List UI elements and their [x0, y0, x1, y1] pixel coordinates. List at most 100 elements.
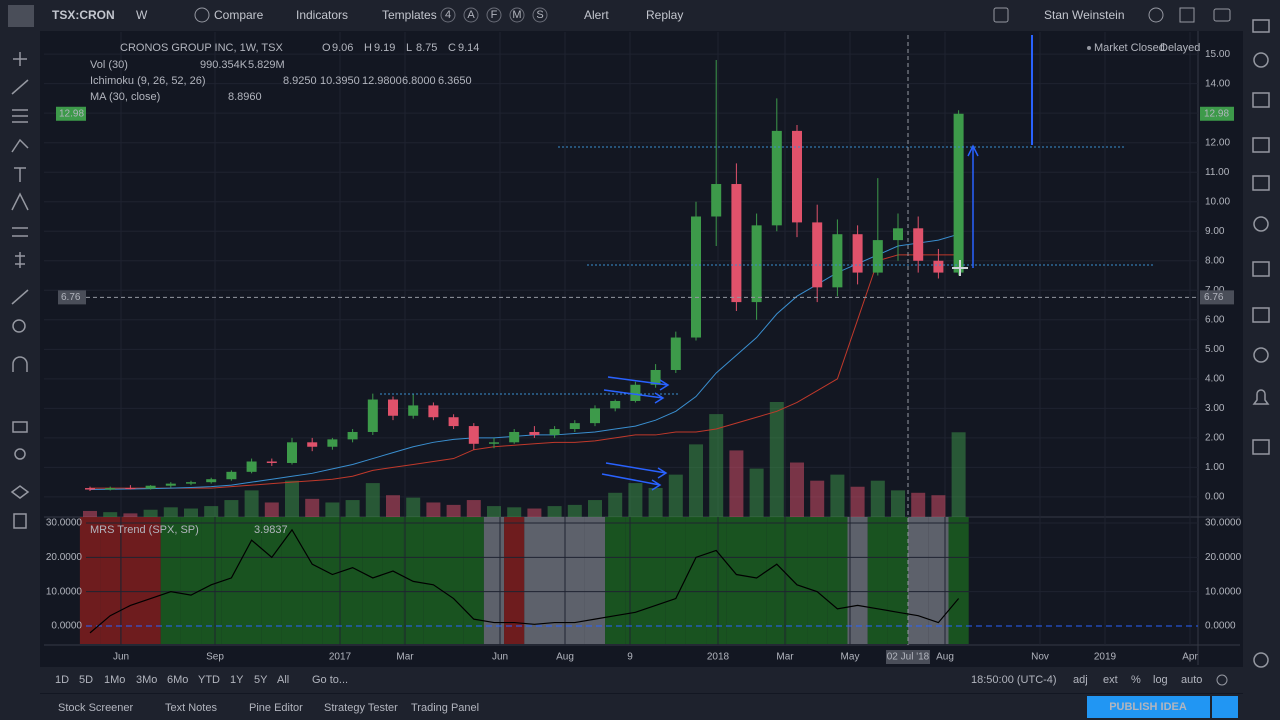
scale-option[interactable]: auto: [1181, 674, 1202, 686]
toolbar-item[interactable]: Compare: [214, 8, 264, 22]
mrs-zone: [645, 517, 666, 644]
tool-icon[interactable]: [12, 319, 26, 333]
toolbar-item[interactable]: Alert: [584, 8, 609, 22]
indicator-name: MRS Trend (SPX, SP): [90, 524, 199, 536]
publish-label[interactable]: PUBLISH IDEA: [1109, 701, 1187, 713]
badge[interactable]: [486, 7, 502, 23]
interval[interactable]: W: [136, 8, 148, 22]
badge[interactable]: [532, 7, 548, 23]
tab[interactable]: Strategy Tester: [324, 702, 398, 714]
tool-icon[interactable]: [13, 52, 27, 66]
y-tick-label: 11.00: [1205, 167, 1230, 178]
panel-icon[interactable]: [1252, 19, 1270, 33]
tool-icon[interactable]: [10, 485, 30, 499]
mrs-zone: [302, 517, 323, 644]
tool-icon[interactable]: [12, 109, 28, 123]
publish-button[interactable]: [1087, 696, 1210, 718]
panel-icon[interactable]: [1252, 307, 1270, 323]
mrs-zone: [867, 517, 888, 644]
panel-icon[interactable]: [1253, 652, 1269, 668]
range-button[interactable]: 5D: [79, 674, 93, 686]
panel-icon[interactable]: [1252, 261, 1270, 277]
tool-icon[interactable]: [12, 227, 28, 237]
panel-icon[interactable]: [1252, 439, 1270, 455]
candle-body: [489, 442, 499, 444]
tool-icon[interactable]: [11, 289, 29, 305]
y-tick-label: 15.00: [1205, 49, 1230, 60]
mrs-zone: [928, 517, 949, 644]
last-price-tag: [56, 106, 86, 121]
feed-status: Delayed: [1160, 42, 1200, 54]
candle-body: [105, 488, 116, 490]
y-tick-label: 10.00: [1205, 196, 1230, 207]
range-button[interactable]: 6Mo: [167, 674, 188, 686]
tool-icon[interactable]: [12, 356, 28, 372]
toolbar-item[interactable]: Indicators: [296, 8, 348, 22]
ohlc-value: 9.06: [332, 42, 353, 54]
tab[interactable]: Pine Editor: [249, 702, 303, 714]
range-button[interactable]: 1Mo: [104, 674, 125, 686]
range-button[interactable]: 5Y: [254, 674, 268, 686]
user-name[interactable]: Stan Weinstein: [1044, 8, 1125, 22]
tab[interactable]: Trading Panel: [411, 702, 479, 714]
symbol[interactable]: TSX:CRON: [52, 8, 115, 22]
panel-icon[interactable]: [1252, 137, 1270, 153]
ohlc: O 9.06 H 9.19 L 8.75 C 9.14: [322, 42, 479, 54]
volume-bar: [567, 504, 582, 517]
toolbar-item[interactable]: Templates: [382, 8, 437, 22]
mrs-zone: [342, 517, 363, 644]
tool-icon[interactable]: [14, 167, 26, 182]
publish-arrow[interactable]: [1212, 696, 1238, 718]
y-tick-label: 9.00: [1205, 226, 1225, 237]
candle-body: [549, 429, 560, 435]
tool-icon[interactable]: [13, 513, 27, 529]
mrs-tick-label: 20.0000: [1205, 552, 1242, 563]
crosshair-price-tag: [1200, 290, 1234, 305]
mrs-zone: [887, 517, 909, 644]
mrs-tick-label: 10.0000: [46, 586, 83, 597]
compare-icon: [194, 7, 210, 23]
tool-icon[interactable]: [11, 192, 29, 211]
panel-icon[interactable]: [1253, 347, 1269, 363]
tool-icon[interactable]: [11, 138, 29, 153]
settings-icon[interactable]: [1216, 674, 1228, 686]
candle-body: [630, 384, 641, 401]
candle-body: [287, 442, 297, 463]
scale-option[interactable]: log: [1153, 674, 1168, 686]
fullscreen-icon[interactable]: [1179, 7, 1195, 23]
indicator-value: 5.829M: [248, 59, 285, 71]
panel-icon[interactable]: [1253, 216, 1269, 232]
panel-icon[interactable]: [1253, 52, 1269, 68]
badge[interactable]: [440, 7, 456, 23]
panel-icon[interactable]: [1252, 175, 1270, 191]
badge[interactable]: [463, 7, 479, 23]
settings-icon[interactable]: [1148, 7, 1164, 23]
range-button[interactable]: 3Mo: [136, 674, 157, 686]
layout-icon[interactable]: [993, 7, 1009, 23]
crosshair-price-tag: [58, 290, 86, 305]
avatar[interactable]: [8, 5, 34, 27]
range-button[interactable]: 1D: [55, 674, 69, 686]
range-button[interactable]: 1Y: [230, 674, 244, 686]
tab[interactable]: Text Notes: [165, 702, 217, 714]
range-button[interactable]: All: [277, 674, 289, 686]
mrs-zone: [605, 517, 626, 644]
mrs-zone: [766, 517, 787, 644]
tool-icon[interactable]: [12, 421, 28, 433]
last-price-tag: [1200, 106, 1234, 121]
scale-option[interactable]: adj: [1073, 674, 1088, 686]
toolbar-item[interactable]: Replay: [646, 8, 683, 22]
tool-icon[interactable]: [15, 252, 25, 268]
tool-icon[interactable]: [14, 448, 26, 460]
scale-option[interactable]: %: [1131, 674, 1141, 686]
panel-icon[interactable]: [1252, 389, 1270, 405]
snapshot-icon[interactable]: [1213, 8, 1231, 22]
tab[interactable]: Stock Screener: [58, 702, 134, 714]
tool-icon[interactable]: [11, 79, 29, 95]
scale-option[interactable]: ext: [1103, 674, 1118, 686]
goto[interactable]: Go to...: [312, 674, 348, 686]
range-button[interactable]: YTD: [198, 674, 220, 686]
panel-icon[interactable]: [1252, 92, 1270, 108]
badge[interactable]: [509, 7, 525, 23]
